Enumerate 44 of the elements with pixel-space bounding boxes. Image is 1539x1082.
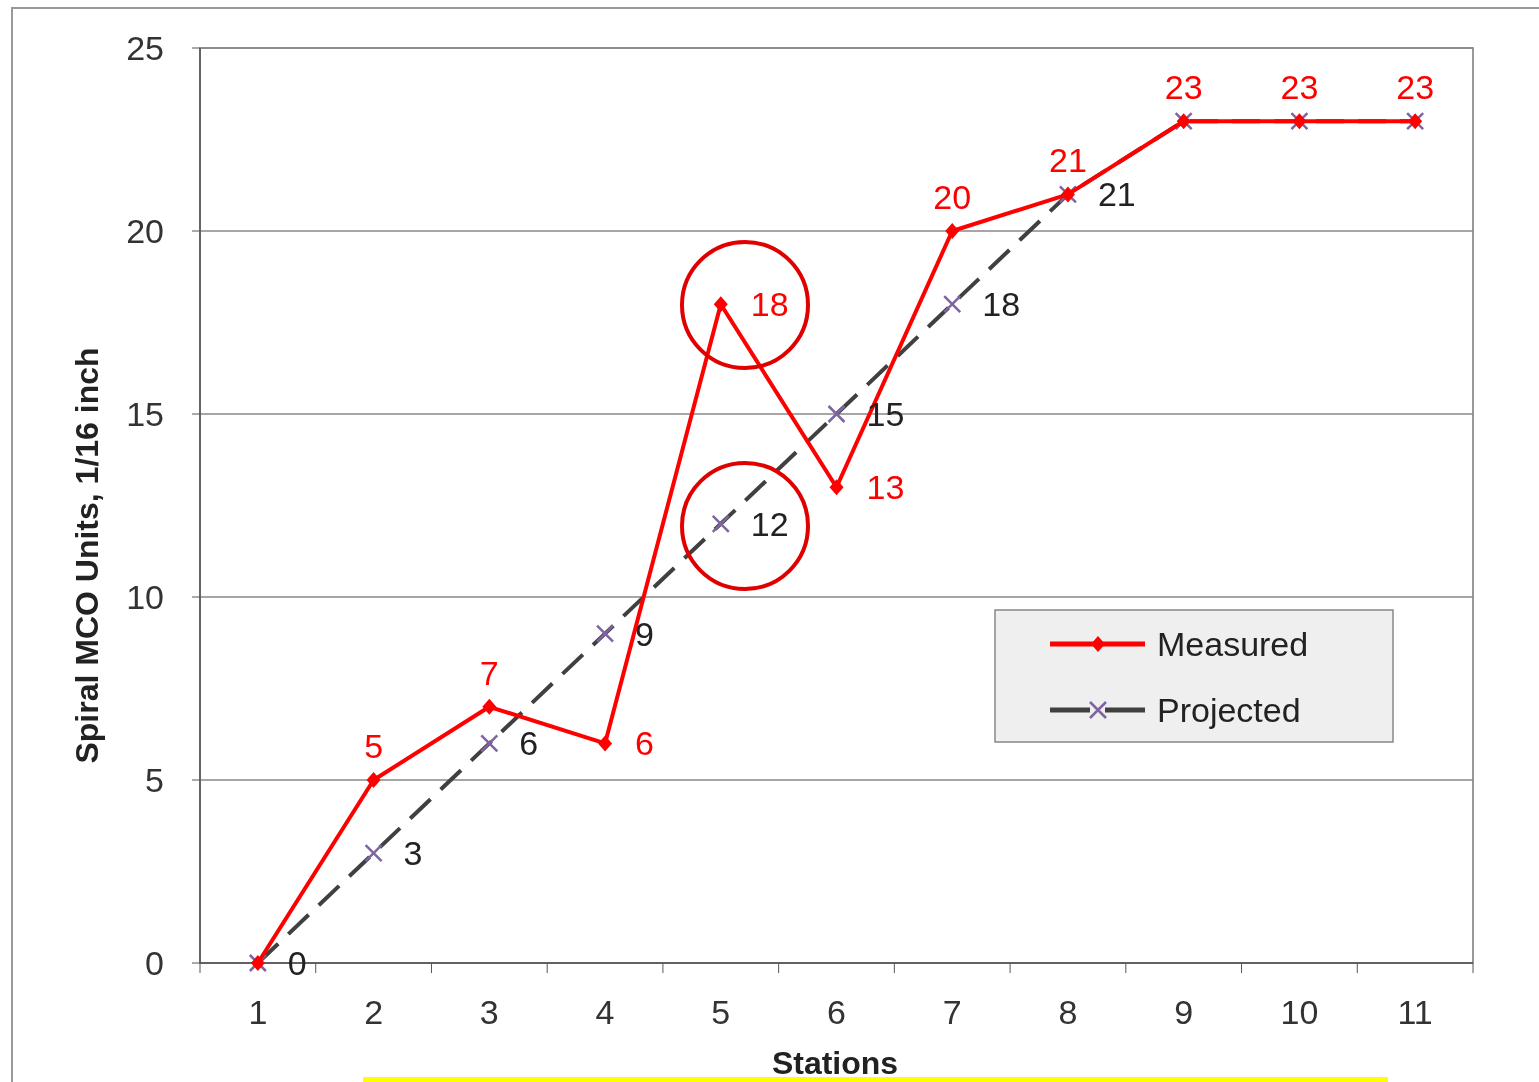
x-tick-label: 2 (364, 993, 384, 1031)
data-label: 12 (750, 504, 789, 543)
y-tick-label: 20 (126, 211, 164, 250)
y-tick-label: 10 (126, 577, 164, 616)
data-label: 23 (1280, 68, 1319, 107)
data-label: 7 (479, 653, 499, 692)
x-tick-label: 3 (479, 993, 499, 1031)
data-label: 21 (1049, 141, 1087, 180)
x-tick-label: 4 (595, 993, 615, 1031)
y-tick-label: 25 (126, 28, 164, 67)
y-tick-label: 0 (145, 943, 164, 982)
x-tick-label: 5 (711, 993, 731, 1031)
data-label: 18 (750, 285, 789, 324)
data-label: 9 (635, 614, 654, 653)
x-axis-title: Stations (771, 1045, 899, 1081)
x-tick-label: 11 (1397, 993, 1433, 1031)
point (945, 223, 960, 239)
y-tick-label: 5 (145, 760, 164, 799)
x-tick-label: 9 (1174, 993, 1194, 1031)
x-tick-label: 8 (1058, 993, 1078, 1031)
y-axis-title: Spiral MCO Units, 1/16 inch (69, 347, 105, 764)
data-label: 6 (635, 724, 654, 763)
point (366, 772, 381, 788)
data-label: 3 (403, 834, 423, 873)
data-label: 6 (519, 724, 539, 763)
point (482, 698, 497, 715)
data-label: 20 (933, 178, 972, 216)
point (829, 479, 844, 496)
x-tick-label: 10 (1280, 993, 1319, 1031)
legend-label: Projected (1157, 690, 1301, 729)
data-label: 23 (1396, 68, 1435, 107)
data-label: 13 (866, 468, 905, 507)
data-label: 21 (1097, 175, 1136, 214)
data-label: 18 (982, 285, 1021, 324)
x-tick-label: 1 (248, 993, 268, 1031)
x-tick-label: 6 (827, 993, 846, 1031)
data-label: 5 (364, 727, 384, 765)
data-label: 23 (1164, 68, 1203, 107)
y-tick-label: 15 (126, 394, 164, 433)
point (713, 296, 728, 313)
data-label: 15 (866, 395, 905, 433)
point (598, 735, 613, 752)
x-tick-label: 7 (942, 993, 962, 1031)
legend-label: Measured (1157, 624, 1309, 663)
